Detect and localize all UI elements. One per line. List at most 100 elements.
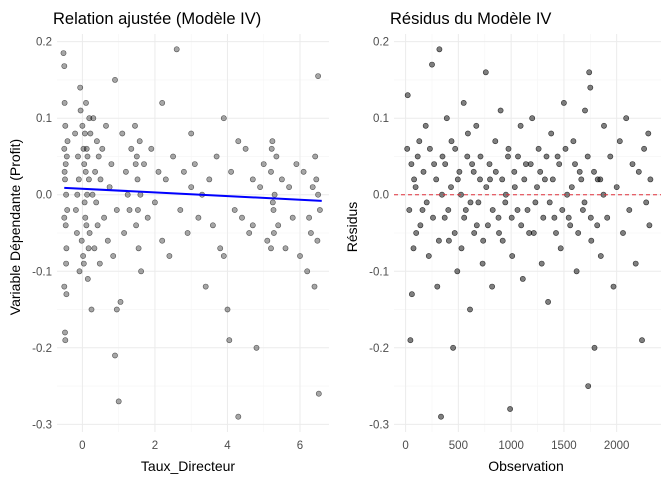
data-point (646, 222, 653, 229)
data-point (620, 230, 626, 236)
data-point (610, 283, 617, 290)
data-point (556, 161, 563, 167)
data-point (228, 168, 234, 175)
data-point (275, 222, 282, 229)
data-point (570, 138, 577, 145)
data-point (576, 168, 583, 175)
data-point (80, 260, 87, 267)
data-point (445, 237, 452, 244)
data-point (80, 253, 86, 259)
data-point (530, 230, 537, 236)
data-point (489, 283, 495, 290)
data-point (235, 138, 242, 145)
data-point (580, 207, 586, 213)
data-point (532, 199, 539, 206)
data-point (63, 291, 70, 298)
data-point (132, 161, 139, 167)
data-point (450, 344, 456, 351)
data-point (434, 283, 441, 290)
data-point (249, 222, 256, 229)
x-tick-label: 500 (449, 440, 468, 452)
data-point (75, 176, 82, 183)
fit-panel-x-ticks: 0 2 4 6 (79, 440, 303, 452)
data-point (62, 329, 68, 336)
data-point (77, 107, 84, 114)
data-point (289, 214, 296, 221)
data-point (63, 191, 69, 198)
data-point (439, 153, 446, 160)
data-point (561, 100, 567, 106)
data-point (80, 145, 87, 152)
data-point (64, 207, 71, 213)
data-point (469, 161, 475, 167)
data-point (404, 145, 411, 152)
data-point (499, 176, 506, 183)
residuals-panel: Résidus du Modèle IV -0.3 -0.2 -0.1 0.0 0.1 0… (344, 10, 661, 474)
y-tick-label: -0.2 (369, 343, 389, 355)
data-point (499, 237, 506, 244)
data-point (586, 69, 593, 76)
data-point (438, 413, 444, 420)
data-point (422, 122, 429, 129)
data-point (64, 138, 71, 145)
data-point (314, 237, 321, 244)
data-point (76, 268, 83, 275)
data-point (529, 115, 536, 122)
data-point (89, 191, 96, 198)
data-point (159, 100, 166, 106)
y-tick-label: 0.2 (373, 37, 389, 49)
data-point (88, 306, 95, 313)
data-point (451, 230, 458, 236)
data-point (417, 222, 424, 229)
y-tick-label: 0.1 (36, 113, 52, 125)
data-point (591, 344, 598, 351)
data-point (587, 214, 594, 221)
x-tick-label: 2 (152, 440, 158, 452)
data-point (242, 145, 249, 152)
data-point (126, 207, 133, 213)
data-point (231, 207, 238, 213)
data-point (483, 184, 490, 190)
data-point (95, 153, 102, 160)
data-point (309, 184, 316, 190)
data-point (507, 406, 513, 412)
data-point (313, 176, 320, 183)
data-point (535, 145, 542, 152)
data-point (553, 230, 559, 236)
data-point (471, 230, 478, 236)
data-point (515, 153, 521, 160)
data-point (62, 222, 69, 229)
residuals-panel-x-axis-title: Observation (488, 458, 563, 474)
data-point (61, 168, 68, 175)
y-tick-label: 0.2 (36, 37, 52, 49)
data-point (94, 138, 100, 145)
data-point (616, 138, 623, 145)
data-point (106, 184, 113, 190)
data-point (429, 61, 435, 68)
data-point (420, 168, 427, 175)
data-point (475, 199, 482, 206)
data-point (414, 153, 421, 160)
data-point (591, 168, 597, 175)
data-point (132, 122, 138, 129)
data-point (578, 176, 585, 183)
residuals-panel-y-axis-title: Résidus (344, 202, 360, 253)
data-point (74, 191, 81, 198)
data-point (159, 237, 166, 244)
data-point (184, 230, 191, 236)
data-point (282, 245, 289, 252)
data-point (635, 168, 642, 175)
data-point (134, 207, 141, 213)
data-point (91, 245, 98, 252)
data-point (597, 176, 604, 183)
data-point (639, 337, 645, 344)
data-point (448, 184, 454, 190)
fit-panel-overlay (64, 186, 322, 202)
data-point (86, 230, 93, 236)
data-point (508, 214, 515, 221)
data-point (492, 168, 499, 175)
data-point (86, 176, 92, 183)
data-point (268, 145, 275, 152)
data-point (112, 77, 118, 83)
